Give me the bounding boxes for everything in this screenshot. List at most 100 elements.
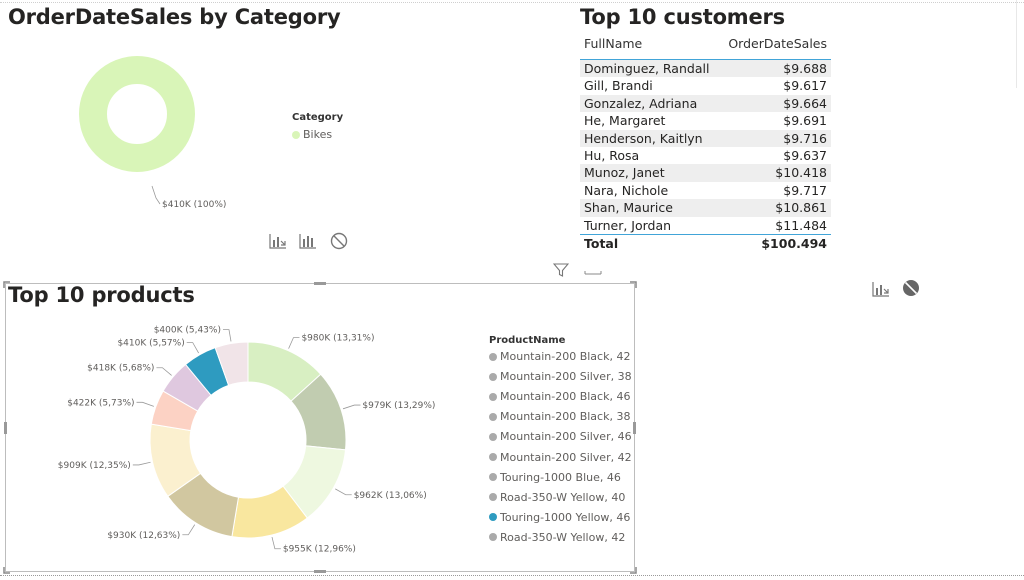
no-filter-icon[interactable] (330, 232, 348, 250)
products-legend-item[interactable]: Road-350-W Yellow, 40 (489, 491, 625, 504)
legend-label: Mountain-200 Black, 38 (500, 410, 631, 424)
products-slice[interactable] (214, 341, 249, 386)
table-total-row: Total $100.494 (580, 234, 831, 253)
products-data-label: $410K (5,57%) (117, 339, 184, 349)
data-label-leader (335, 488, 352, 496)
data-label-leader (132, 461, 151, 466)
table-row[interactable]: He, Margaret $9.691 (580, 112, 831, 130)
data-label-leader (222, 329, 232, 342)
products-data-label: $955K (12,96%) (283, 545, 356, 555)
cell-fullname: Dominguez, Randall (580, 60, 723, 78)
table-row[interactable]: Gonzalez, Adriana $9.664 (580, 94, 831, 113)
cell-fullname: He, Margaret (580, 112, 723, 130)
resize-corner-bottom-left[interactable] (3, 566, 11, 574)
table-row[interactable]: Munoz, Janet $10.418 (580, 164, 831, 182)
products-legend-item[interactable]: Mountain-200 Silver, 38 (489, 370, 632, 383)
data-label-leader (288, 337, 300, 349)
data-label-leader (342, 404, 361, 410)
products-data-label: $962K (13,06%) (354, 491, 427, 501)
column-header-orderdatesales[interactable]: OrderDateSales (728, 36, 827, 51)
legend-label: Bikes (303, 128, 333, 141)
products-legend-item[interactable]: Mountain-200 Silver, 42 (489, 451, 632, 464)
resize-corner-top-left[interactable] (3, 281, 11, 289)
data-label-leader (186, 342, 199, 354)
products-legend-item[interactable]: Mountain-200 Black, 42 (489, 350, 630, 363)
category-chart-title: OrderDateSales by Category (8, 5, 341, 29)
cell-orderdatesales: $9.664 (723, 94, 831, 113)
column-chart-icon[interactable] (299, 233, 317, 249)
column-header-fullname[interactable]: FullName (584, 36, 643, 51)
category-legend-item-bikes[interactable]: Bikes (292, 128, 332, 141)
cell-fullname: Henderson, Kaitlyn (580, 129, 723, 148)
table-row[interactable]: Hu, Rosa $9.637 (580, 147, 831, 165)
legend-label: Mountain-200 Black, 46 (500, 390, 631, 404)
cell-fullname: Munoz, Janet (580, 164, 723, 182)
drill-down-icon[interactable] (268, 232, 288, 250)
more-options-icon[interactable] (584, 266, 602, 276)
legend-dot (489, 432, 497, 441)
drill-down-icon[interactable] (871, 280, 891, 298)
category-slice-bikes (79, 56, 195, 172)
bottom-dotted-border (0, 575, 1024, 576)
legend-label: Mountain-200 Black, 42 (500, 350, 631, 363)
table-row[interactable]: Henderson, Kaitlyn $9.716 (580, 129, 831, 148)
resize-handle-left[interactable] (4, 422, 7, 434)
products-legend-item[interactable]: Touring-1000 Blue, 46 (489, 471, 621, 484)
cell-orderdatesales: $9.691 (723, 112, 831, 130)
products-legend-item[interactable]: Mountain-200 Silver, 46 (489, 430, 632, 443)
resize-handle-bottom[interactable] (314, 570, 326, 573)
cell-orderdatesales: $9.637 (723, 147, 831, 165)
resize-handle-right[interactable] (633, 422, 636, 434)
top-dotted-border (0, 2, 1024, 3)
cell-fullname: Gonzalez, Adriana (580, 94, 723, 113)
legend-label: Mountain-200 Silver, 42 (500, 450, 632, 464)
filter-icon[interactable] (553, 262, 569, 278)
category-donut-chart[interactable] (0, 0, 250, 230)
cell-fullname: Gill, Brandi (580, 77, 723, 95)
category-legend-title: Category (292, 112, 344, 123)
cell-orderdatesales: $10.861 (723, 199, 831, 217)
data-label-leader (271, 536, 281, 550)
no-filter-icon[interactable] (902, 279, 920, 297)
products-legend-item[interactable]: Mountain-200 Black, 38 (489, 410, 630, 423)
legend-dot (489, 453, 497, 461)
table-row[interactable]: Turner, Jordan $11.484 (580, 216, 831, 235)
category-data-label-leader (151, 185, 161, 205)
legend-label: Touring-1000 Yellow, 46 (500, 510, 631, 524)
products-chart-title: Top 10 products (8, 283, 195, 307)
products-legend-item[interactable]: Touring-1000 Yellow, 46 (489, 511, 630, 524)
products-legend-item[interactable]: Mountain-200 Black, 46 (489, 390, 630, 403)
legend-label: Road-350-W Yellow, 40 (500, 490, 626, 504)
cell-orderdatesales: $11.484 (723, 216, 831, 235)
cell-orderdatesales: $9.688 (723, 60, 831, 78)
table-row[interactable]: Nara, Nichole $9.717 (580, 181, 831, 200)
legend-label: Mountain-200 Silver, 38 (500, 370, 632, 384)
header-separator (580, 59, 831, 60)
resize-corner-bottom-right[interactable] (629, 566, 637, 574)
resize-handle-top[interactable] (314, 282, 326, 285)
total-value: $100.494 (723, 234, 831, 253)
resize-corner-top-right[interactable] (629, 281, 637, 289)
table-row[interactable]: Shan, Maurice $10.861 (580, 199, 831, 217)
products-data-label: $930K (12,63%) (107, 531, 180, 541)
legend-label: Mountain-200 Silver, 46 (500, 430, 632, 444)
products-data-label: $980K (13,31%) (301, 334, 374, 344)
products-legend-item[interactable]: Road-350-W Yellow, 42 (489, 531, 625, 544)
data-label-leader (182, 524, 196, 536)
customers-table[interactable]: FullName OrderDateSales Dominguez, Randa… (580, 32, 831, 253)
data-label-leader (156, 367, 172, 376)
legend-dot (489, 493, 497, 502)
legend-dot (489, 372, 497, 381)
category-data-label: $410K (100%) (162, 200, 227, 210)
table-row[interactable]: Dominguez, Randall $9.688 (580, 60, 831, 78)
products-data-label: $979K (13,29%) (362, 401, 435, 411)
table-row[interactable]: Gill, Brandi $9.617 (580, 77, 831, 95)
cell-fullname: Nara, Nichole (580, 181, 723, 200)
cell-orderdatesales: $9.716 (723, 129, 831, 148)
data-label-leader (136, 401, 154, 407)
products-donut-chart[interactable]: $980K (13,31%) $979K (13,29%) $962K (13,06… (0, 0, 480, 575)
products-data-label: $400K (5,43%) (154, 326, 221, 336)
right-panel-divider (1016, 0, 1017, 88)
legend-label: Road-350-W Yellow, 42 (500, 530, 626, 544)
total-label: Total (580, 234, 723, 253)
